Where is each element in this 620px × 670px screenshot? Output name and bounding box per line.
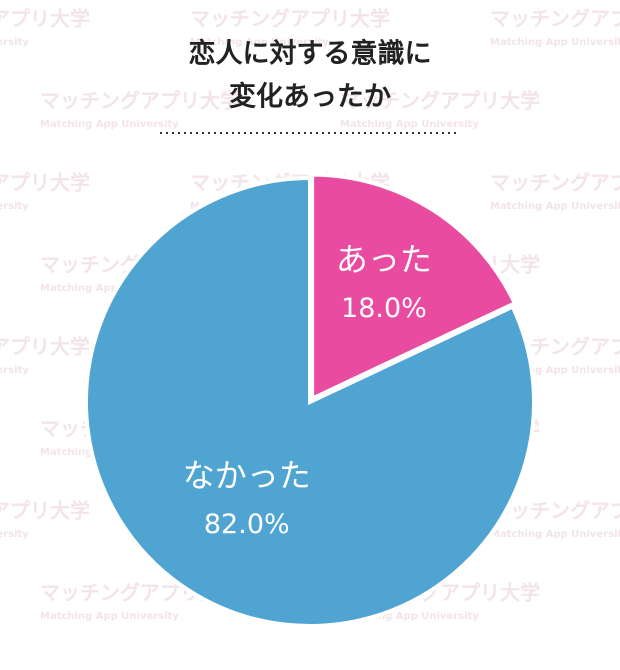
watermark-text: マッチングアプリ大学 [0, 499, 90, 523]
slice-label: あった [336, 240, 432, 278]
watermark-sub: Matching App University [490, 37, 620, 48]
slice-value: 18.0% [341, 293, 427, 324]
watermark-text: マッチングアプリ大学 [0, 171, 90, 195]
watermark-sub: Matching App University [40, 611, 179, 622]
slice-label: なかった [183, 457, 311, 495]
watermark-sub: Matching App University [340, 119, 479, 130]
slice-value: 82.0% [204, 509, 290, 540]
watermark-sub: Matching App University [490, 365, 620, 376]
watermark-text: マッチングアプリ大学 [0, 7, 90, 31]
watermark-text: マッチングアプリ大学 [490, 7, 620, 31]
chart-title-line: 恋人に対する意識に [189, 38, 432, 70]
watermark-sub: Matching App University [40, 119, 179, 130]
watermark-sub: Matching App University [40, 283, 179, 294]
chart-title-line: 変化あったか [229, 81, 391, 113]
watermark-sub: Matching App University [0, 365, 29, 376]
watermark-text: マッチングアプリ大学 [0, 335, 90, 359]
watermark-text: マッチングアプリ大学 [340, 89, 540, 113]
watermark-text: マッチングアプリ大学 [40, 89, 240, 113]
pie: あった 18.0% なかった 82.0% [84, 172, 536, 628]
pie-slice [310, 172, 518, 402]
pie-slice [84, 175, 536, 628]
watermark-sub: Matching App University [0, 37, 29, 48]
watermark-text: マッチングアプリ大学 [190, 7, 390, 31]
watermark-sub: Matching App University [0, 529, 29, 540]
watermark-sub: Matching App University [340, 611, 479, 622]
watermark-text: マッチングアプリ大学 [490, 171, 620, 195]
watermark-sub: Matching App University [490, 529, 620, 540]
watermark-sub: Matching App University [490, 201, 620, 212]
watermark-sub: Matching App University [190, 37, 329, 48]
watermark-sub: Matching App University [0, 201, 29, 212]
